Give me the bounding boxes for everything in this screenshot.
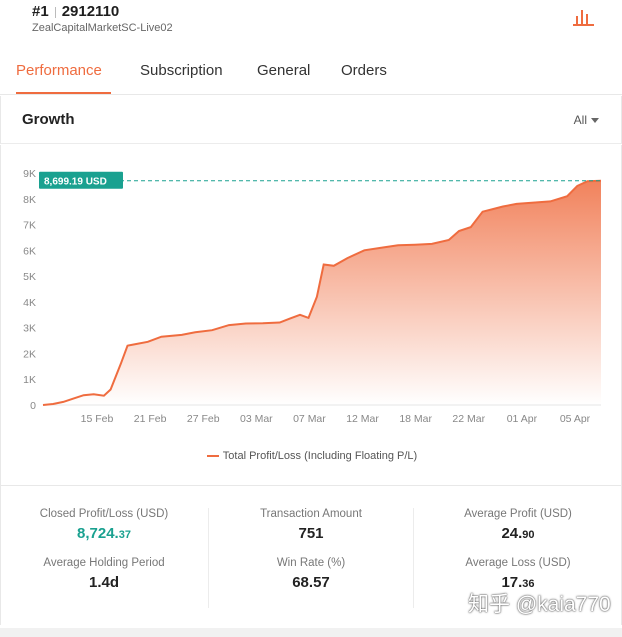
closed-pl-dec: 37 (118, 529, 131, 541)
current-value-label: 8,699.19 USD (44, 176, 107, 187)
section-title: Growth (22, 111, 75, 128)
avg-profit-label: Average Profit (USD) (464, 508, 572, 520)
stats-panel: Closed Profit/Loss (USD) 8,724.37 Averag… (0, 485, 622, 625)
win-rate-label: Win Rate (%) (276, 557, 346, 569)
series-line (42, 179, 602, 406)
tab-general[interactable]: General (257, 62, 311, 79)
x-tick-label: 21 Feb (134, 413, 167, 425)
legend-swatch (206, 455, 219, 458)
account-rank: #1 (32, 3, 49, 20)
closed-pl-value: 8,724.37 (1, 525, 207, 545)
avg-profit-value: 24.90 (415, 525, 621, 545)
growth-chart: 0 1K 2K 3K 4K 5K 6K 7K 8K 9K 15 Feb 21 Feb 27 Feb 03… (0, 145, 622, 485)
y-tick-label: 9K (23, 168, 36, 180)
avg-holding-label: Average Holding Period (43, 557, 165, 569)
range-dropdown[interactable]: All (574, 113, 599, 127)
y-tick-label: 8K (23, 194, 36, 206)
avg-profit-int: 24. (501, 525, 523, 542)
account-title: #1 2912110 (32, 3, 119, 20)
legend-label: Total Profit/Loss (Including Floating P/… (222, 450, 418, 462)
stats-column-2: Transaction Amount 751 Win Rate (%) 68.5… (208, 508, 414, 608)
x-tick-label: 03 Mar (240, 413, 273, 425)
closed-pl-int: 8,724. (77, 525, 119, 542)
closed-pl-label: Closed Profit/Loss (USD) (39, 508, 169, 520)
bottom-strip (0, 628, 622, 637)
range-value: All (573, 113, 587, 127)
x-tick-label: 27 Feb (187, 413, 220, 425)
avg-loss-dec: 36 (522, 578, 535, 590)
stats-column-3: Average Profit (USD) 24.90 Average Loss … (415, 508, 621, 608)
y-tick-label: 3K (23, 323, 36, 335)
x-tick-label: 05 Apr (560, 413, 591, 425)
server-name: ZealCapitalMarketSC-Live02 (32, 22, 173, 34)
bar-chart-icon[interactable] (572, 7, 596, 27)
x-tick-label: 01 Apr (507, 413, 538, 425)
y-tick-label: 4K (23, 297, 36, 309)
x-tick-label: 15 Feb (81, 413, 114, 425)
tab-performance[interactable]: Performance (16, 62, 102, 79)
chevron-down-icon (591, 118, 599, 124)
title-separator (54, 6, 56, 18)
avg-holding-value: 1.4d (88, 574, 119, 591)
avg-loss-label: Average Loss (USD) (465, 557, 571, 569)
chart-legend[interactable]: Total Profit/Loss (Including Floating P/… (1, 450, 622, 462)
avg-loss-int: 17. (501, 574, 523, 591)
avg-loss-value: 17.36 (415, 574, 621, 594)
y-tick-label: 7K (23, 220, 36, 232)
account-id: 2912110 (61, 3, 120, 20)
growth-chart-svg: 0 1K 2K 3K 4K 5K 6K 7K 8K 9K 15 Feb 21 Feb 27 Feb 03… (23, 168, 602, 425)
transaction-amount-label: Transaction Amount (260, 508, 362, 520)
stats-column-1: Closed Profit/Loss (USD) 8,724.37 Averag… (1, 508, 207, 608)
y-tick-label: 6K (23, 245, 36, 257)
tab-subscription[interactable]: Subscription (140, 62, 223, 79)
account-header: #1 2912110 ZealCapitalMarketSC-Live02 (0, 0, 622, 42)
x-tick-label: 07 Mar (293, 413, 326, 425)
tab-orders[interactable]: Orders (341, 62, 387, 79)
x-tick-label: 12 Mar (346, 413, 379, 425)
current-value-tag: 8,699.19 USD (39, 171, 123, 189)
x-tick-label: 22 Mar (452, 413, 485, 425)
avg-profit-dec: 90 (522, 529, 535, 541)
x-tick-label: 18 Mar (399, 413, 432, 425)
active-tab-indicator (16, 92, 111, 94)
win-rate-value: 68.57 (292, 574, 330, 591)
y-tick-label: 1K (23, 374, 36, 386)
series-area-fill (43, 180, 601, 405)
y-tick-label: 0 (30, 400, 36, 412)
y-tick-label: 5K (23, 271, 36, 283)
growth-section-header: Growth All (0, 96, 622, 144)
watermark: 知乎 @kaia770 (468, 593, 611, 616)
transaction-amount-value: 751 (298, 525, 324, 542)
y-tick-label: 2K (23, 348, 36, 360)
tab-bar: Performance Subscription General Orders (0, 42, 622, 95)
